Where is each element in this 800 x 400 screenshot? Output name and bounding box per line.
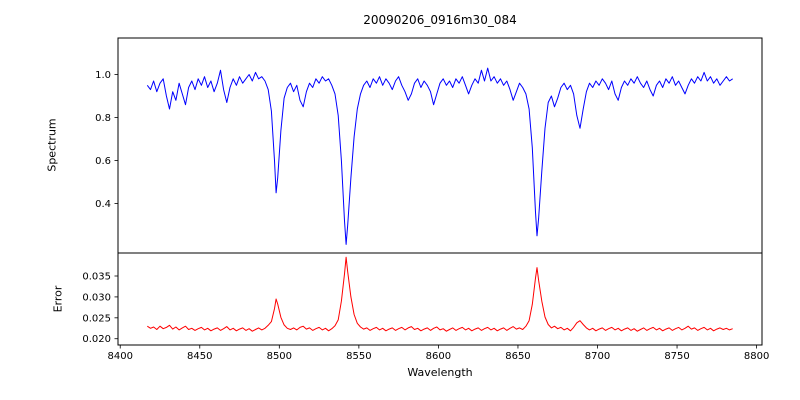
y-tick-label: 0.035 bbox=[82, 272, 111, 283]
x-tick-label: 8400 bbox=[108, 351, 133, 362]
spectrum-line bbox=[146, 67, 733, 245]
x-tick-label: 8700 bbox=[585, 351, 610, 362]
y-tick-label: 1.0 bbox=[95, 70, 111, 81]
x-tick-label: 8450 bbox=[187, 351, 212, 362]
y-tick-label: 0.030 bbox=[82, 292, 111, 303]
y-tick-label: 0.020 bbox=[82, 334, 111, 345]
y-tick-label: 0.025 bbox=[82, 313, 111, 324]
error-axes-frame bbox=[117, 252, 763, 346]
x-tick-label: 8750 bbox=[664, 351, 689, 362]
y-tick-label: 0.6 bbox=[95, 156, 111, 167]
y-tick-label: 0.8 bbox=[95, 113, 111, 124]
x-tick-label: 8650 bbox=[505, 351, 530, 362]
error-line bbox=[147, 256, 733, 332]
x-tick-label: 8550 bbox=[346, 351, 371, 362]
y-axis-label-spectrum: Spectrum bbox=[45, 118, 59, 172]
x-axis-label: Wavelength bbox=[407, 366, 473, 379]
y-axis-label-error: Error bbox=[51, 285, 65, 313]
y-tick-label: 0.4 bbox=[95, 199, 111, 210]
x-tick-label: 8600 bbox=[426, 351, 451, 362]
x-tick-label: 8800 bbox=[744, 351, 769, 362]
chart-title: 20090206_0916m30_084 bbox=[363, 13, 517, 27]
x-tick-label: 8500 bbox=[267, 351, 292, 362]
